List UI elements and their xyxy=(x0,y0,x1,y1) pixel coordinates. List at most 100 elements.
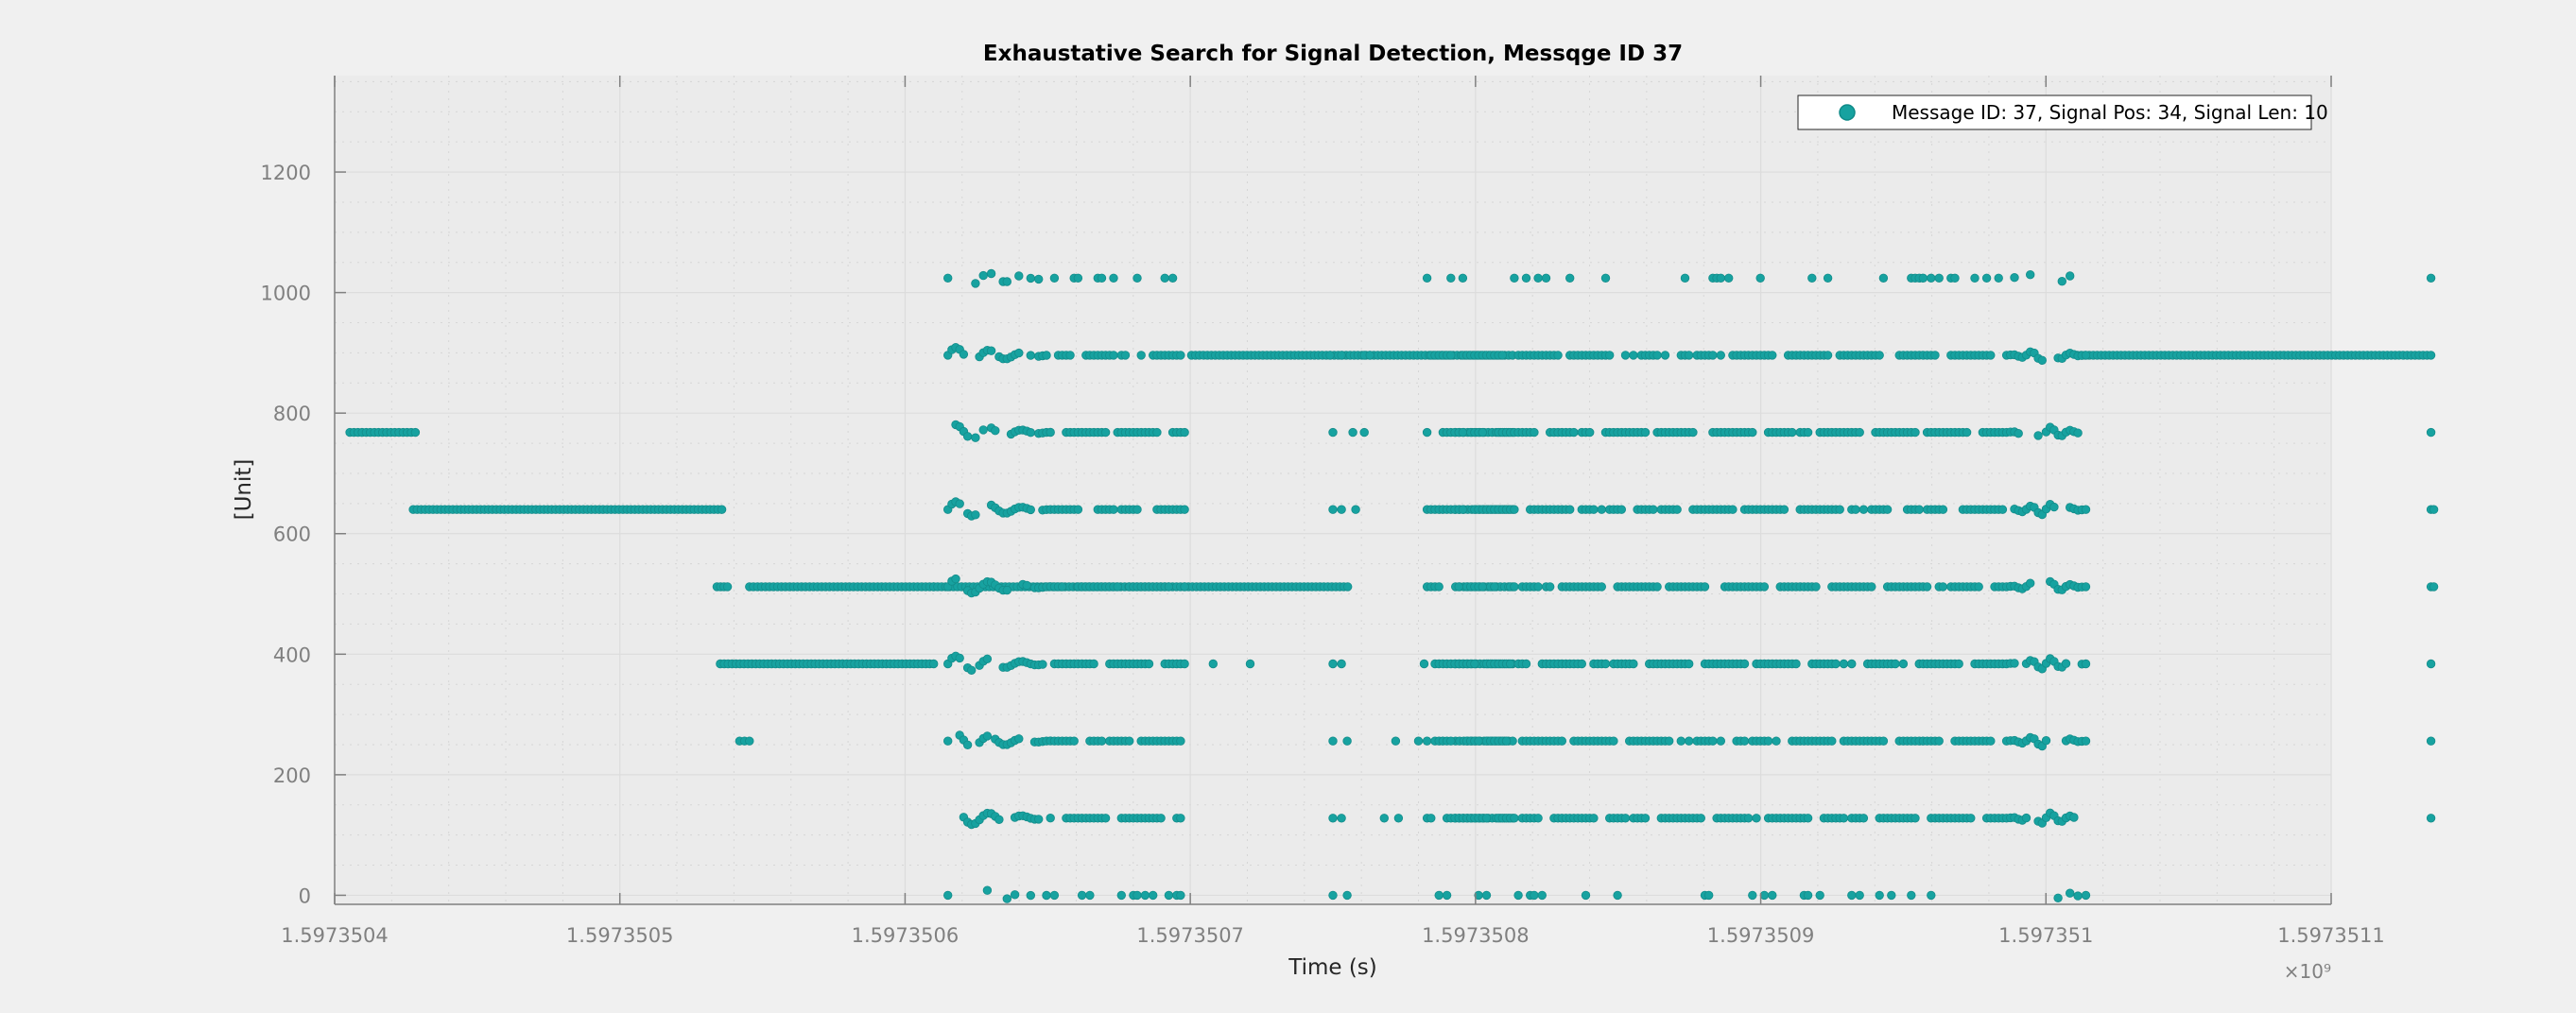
data-point xyxy=(1510,582,1519,592)
data-point xyxy=(1337,814,1346,823)
data-point xyxy=(1927,890,1936,901)
data-point xyxy=(1541,273,1551,283)
data-point xyxy=(1132,505,1142,514)
data-point xyxy=(1391,736,1401,746)
data-point xyxy=(955,653,964,663)
data-point xyxy=(1966,814,1976,823)
data-point xyxy=(959,350,969,359)
data-point xyxy=(1342,582,1353,592)
data-point xyxy=(1629,351,1638,360)
data-point xyxy=(1481,814,1492,823)
data-point xyxy=(1097,273,1107,283)
data-point xyxy=(1684,351,1694,360)
data-point xyxy=(1723,273,1734,283)
data-point xyxy=(1680,273,1690,283)
data-point xyxy=(1533,814,1543,823)
data-point xyxy=(1537,890,1547,901)
data-point xyxy=(1069,736,1079,746)
data-point xyxy=(1882,505,1893,514)
data-point xyxy=(1337,505,1346,514)
data-point xyxy=(1458,505,1468,514)
data-point xyxy=(1878,736,1889,746)
data-point xyxy=(1073,505,1083,514)
data-point xyxy=(1328,890,1338,901)
data-point xyxy=(1446,273,1456,283)
data-point xyxy=(978,425,988,435)
data-point xyxy=(1676,736,1686,746)
data-point xyxy=(1014,734,1024,744)
data-point xyxy=(1180,659,1189,669)
y-tick-label: 0 xyxy=(299,884,311,907)
data-point xyxy=(1167,273,1178,283)
data-point xyxy=(1513,890,1523,901)
data-point xyxy=(1887,890,1896,901)
x-tick-label: 1.5973506 xyxy=(852,924,960,947)
data-point xyxy=(1176,351,1185,360)
data-point xyxy=(1768,351,1777,360)
data-point xyxy=(1954,659,1963,669)
data-point xyxy=(1426,814,1436,823)
data-point xyxy=(1660,351,1670,360)
x-tick-label: 1.5973508 xyxy=(1422,924,1530,947)
data-point xyxy=(1934,736,1944,746)
data-point xyxy=(1470,659,1479,669)
data-point xyxy=(1803,427,1813,438)
data-point xyxy=(1803,890,1813,901)
x-tick-label: 1.5973504 xyxy=(281,924,389,947)
data-point xyxy=(1938,505,1948,514)
data-point xyxy=(1569,427,1579,438)
data-point xyxy=(1910,814,1920,823)
x-tick-label: 1.5973505 xyxy=(566,924,674,947)
data-point xyxy=(1600,273,1611,283)
data-point xyxy=(2010,273,2019,283)
data-point xyxy=(1847,659,1857,669)
data-point xyxy=(1962,427,1972,438)
data-point xyxy=(1113,582,1122,592)
data-point xyxy=(1521,659,1531,669)
data-point xyxy=(1823,351,1833,360)
data-point xyxy=(1986,736,1996,746)
data-point xyxy=(1581,890,1591,901)
data-point xyxy=(1716,736,1726,746)
data-point xyxy=(1616,505,1627,514)
data-point xyxy=(1458,273,1468,283)
legend-marker-icon xyxy=(1839,104,1856,121)
data-point xyxy=(1337,659,1346,669)
data-point xyxy=(1839,659,1849,669)
data-point xyxy=(1584,427,1595,438)
data-point xyxy=(951,574,960,584)
data-point xyxy=(1022,580,1031,591)
data-point xyxy=(1497,351,1508,360)
data-point xyxy=(2081,505,2091,514)
data-point xyxy=(2429,582,2439,592)
data-point xyxy=(1803,814,1813,823)
data-point xyxy=(2081,890,2091,901)
data-point xyxy=(1049,890,1060,901)
data-point xyxy=(986,268,996,279)
data-point xyxy=(1046,814,1055,823)
data-point xyxy=(1700,582,1710,592)
data-point xyxy=(991,426,1000,436)
data-point xyxy=(1046,427,1055,438)
data-point xyxy=(1763,736,1773,746)
data-point xyxy=(1716,273,1726,283)
data-point xyxy=(1918,273,1928,283)
data-point xyxy=(1739,736,1750,746)
data-point xyxy=(1413,736,1424,746)
data-point xyxy=(1930,351,1940,360)
data-point xyxy=(1073,273,1083,283)
data-point xyxy=(1042,351,1051,360)
data-point xyxy=(1474,736,1483,746)
data-point xyxy=(982,885,993,895)
data-point xyxy=(1986,351,1996,360)
data-point xyxy=(1867,582,1876,592)
data-point xyxy=(1328,427,1338,438)
data-point xyxy=(1938,582,1948,592)
data-point xyxy=(1811,582,1821,592)
data-point xyxy=(1640,814,1651,823)
data-point xyxy=(2073,428,2083,438)
data-point xyxy=(1891,659,1900,669)
data-point xyxy=(1077,890,1087,901)
data-point xyxy=(1148,890,1158,901)
data-point xyxy=(2061,659,2071,668)
